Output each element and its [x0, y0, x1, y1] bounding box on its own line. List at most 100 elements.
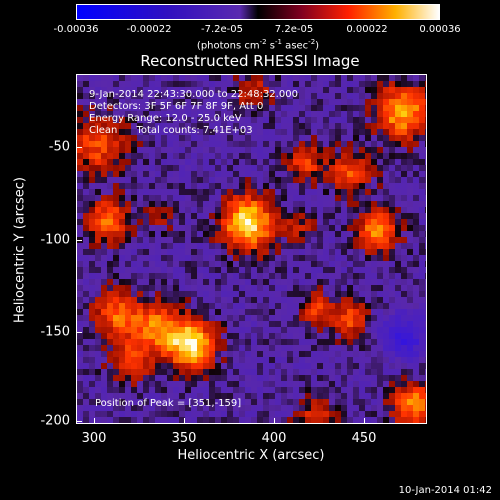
- heatmap-cell: [383, 105, 389, 111]
- heatmap-cell: [155, 387, 161, 393]
- heatmap-cell: [347, 291, 353, 297]
- heatmap-cell: [173, 357, 179, 363]
- heatmap-cell: [269, 357, 275, 363]
- heatmap-cell: [281, 93, 287, 99]
- heatmap-cell: [401, 333, 407, 339]
- heatmap-cell: [203, 237, 209, 243]
- heatmap-cell: [335, 147, 341, 153]
- heatmap-cell: [275, 183, 281, 189]
- heatmap-cell: [389, 123, 395, 129]
- heatmap-cell: [83, 75, 89, 81]
- heatmap-cell: [113, 111, 119, 117]
- heatmap-cell: [143, 243, 149, 249]
- heatmap-cell: [251, 267, 257, 273]
- heatmap-cell: [125, 297, 131, 303]
- heatmap-cell: [83, 387, 89, 393]
- heatmap-cell: [125, 339, 131, 345]
- heatmap-cell: [329, 345, 335, 351]
- heatmap-cell: [203, 381, 209, 387]
- heatmap-cell: [143, 231, 149, 237]
- heatmap-cell: [143, 99, 149, 105]
- heatmap-cell: [347, 339, 353, 345]
- heatmap-cell: [215, 213, 221, 219]
- heatmap-cell: [167, 351, 173, 357]
- heatmap-cell: [95, 393, 101, 399]
- heatmap-cell: [347, 321, 353, 327]
- heatmap-cell: [263, 369, 269, 375]
- heatmap-cell: [167, 285, 173, 291]
- heatmap-cell: [329, 267, 335, 273]
- heatmap-cell: [239, 261, 245, 267]
- heatmap-cell: [155, 195, 161, 201]
- heatmap-cell: [305, 75, 311, 81]
- heatmap-cell: [155, 153, 161, 159]
- heatmap-cell: [149, 339, 155, 345]
- heatmap-cell: [197, 321, 203, 327]
- heatmap-cell: [401, 153, 407, 159]
- heatmap-cell: [287, 171, 293, 177]
- heatmap-cell: [293, 177, 299, 183]
- heatmap-cell: [419, 153, 425, 159]
- heatmap-cell: [107, 111, 113, 117]
- heatmap-cell: [353, 117, 359, 123]
- heatmap-cell: [401, 171, 407, 177]
- heatmap-cell: [311, 231, 317, 237]
- heatmap-cell: [137, 339, 143, 345]
- heatmap-cell: [119, 357, 125, 363]
- heatmap-cell: [197, 249, 203, 255]
- heatmap-cell: [299, 189, 305, 195]
- heatmap-cell: [95, 165, 101, 171]
- heatmap-cell: [287, 159, 293, 165]
- heatmap-cell: [161, 375, 167, 381]
- heatmap-cell: [263, 183, 269, 189]
- heatmap-cell: [137, 411, 143, 417]
- heatmap-cell: [353, 153, 359, 159]
- heatmap-cell: [305, 411, 311, 417]
- heatmap-cell: [227, 153, 233, 159]
- heatmap-cell: [203, 255, 209, 261]
- heatmap-cell: [425, 411, 426, 417]
- heatmap-cell: [263, 255, 269, 261]
- heatmap-cell: [233, 207, 239, 213]
- heatmap-cell: [125, 237, 131, 243]
- heatmap-cell: [329, 87, 335, 93]
- heatmap-cell: [227, 393, 233, 399]
- heatmap-cell: [323, 189, 329, 195]
- heatmap-cell: [131, 219, 137, 225]
- heatmap-cell: [323, 129, 329, 135]
- heatmap-cell: [245, 381, 251, 387]
- heatmap-cell: [167, 261, 173, 267]
- heatmap-cell: [317, 147, 323, 153]
- heatmap-cell: [89, 117, 95, 123]
- heatmap-cell: [287, 363, 293, 369]
- heatmap-cell: [251, 135, 257, 141]
- heatmap-cell: [167, 75, 173, 81]
- heatmap-cell: [149, 171, 155, 177]
- heatmap-cell: [197, 375, 203, 381]
- heatmap-cell: [317, 111, 323, 117]
- heatmap-cell: [131, 153, 137, 159]
- heatmap-cell: [335, 417, 341, 423]
- heatmap-cell: [101, 201, 107, 207]
- heatmap-cell: [179, 99, 185, 105]
- heatmap-cell: [257, 189, 263, 195]
- heatmap-cell: [101, 117, 107, 123]
- heatmap-cell: [371, 273, 377, 279]
- heatmap-cell: [323, 117, 329, 123]
- heatmap-cell: [161, 99, 167, 105]
- heatmap-cell: [137, 129, 143, 135]
- heatmap-cell: [227, 417, 233, 423]
- heatmap-cell: [335, 129, 341, 135]
- heatmap-cell: [149, 81, 155, 87]
- heatmap-cell: [317, 387, 323, 393]
- heatmap-cell: [137, 327, 143, 333]
- heatmap-cell: [407, 141, 413, 147]
- heatmap-cell: [413, 231, 419, 237]
- heatmap-cell: [89, 303, 95, 309]
- heatmap-cell: [119, 165, 125, 171]
- heatmap-cell: [413, 309, 419, 315]
- heatmap-cell: [365, 309, 371, 315]
- heatmap-cell: [107, 75, 113, 81]
- heatmap-cell: [95, 183, 101, 189]
- heatmap-cell: [173, 99, 179, 105]
